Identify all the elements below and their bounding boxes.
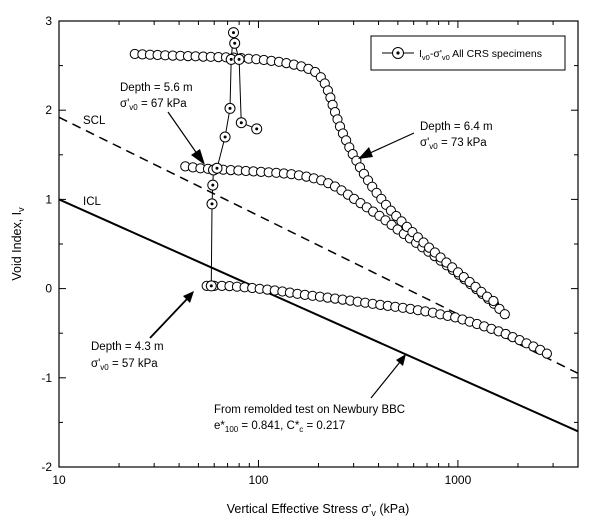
x-tick-label: 100 — [248, 473, 268, 487]
axis-ticks — [58, 20, 579, 468]
annotation-remolded-arrowhead — [396, 354, 406, 366]
y-tick-label: 2 — [45, 103, 52, 117]
specimen-point-dot — [209, 284, 213, 288]
annotation-depth-6-4-line2: σ'v0 = 73 kPa — [420, 137, 487, 151]
y-tick-label: 0 — [45, 282, 52, 296]
curve-point — [488, 295, 499, 307]
x-tick-label: 1000 — [445, 473, 472, 487]
annotation-depth-6-4-arrow — [369, 132, 415, 154]
legend: Iv0-σ'v0 All CRS specimens — [370, 35, 566, 71]
legend-marker-dot — [396, 51, 400, 55]
specimen-link — [238, 59, 242, 123]
x-tick-label: 10 — [52, 473, 66, 487]
specimen-point-dot — [223, 135, 227, 139]
annotation-remolded-line1: From remolded test on Newbury BBC — [214, 404, 405, 416]
curve-point — [541, 348, 553, 359]
scl-label: SCL — [83, 115, 106, 127]
y-tick-label: -2 — [41, 460, 52, 474]
annotation-depth-4-3-line2: σ'v0 = 57 kPa — [91, 358, 158, 372]
specimen-point-dot — [229, 57, 233, 61]
annotation-depth-5-6: Depth = 5.6 m σ'v0 = 67 kPa — [120, 82, 205, 165]
annotation-depth-4-3-arrow — [149, 298, 188, 339]
curve-line-1 — [185, 165, 510, 319]
annotation-depth-6-4: Depth = 6.4 m σ'v0 = 73 kPa — [358, 121, 493, 159]
annotation-depth-5-6-line1: Depth = 5.6 m — [120, 82, 193, 94]
consolidation-curves — [129, 48, 553, 359]
annotation-depth-6-4-arrowhead — [358, 147, 373, 159]
annotation-depth-4-3-line1: Depth = 4.3 m — [91, 341, 164, 353]
y-tick-label: 1 — [45, 192, 52, 206]
specimen-link — [229, 59, 232, 109]
annotation-depth-5-6-arrow — [167, 111, 201, 159]
specimen-point-dot — [237, 57, 241, 61]
y-tick-label: -1 — [41, 371, 52, 385]
annotation-depth-5-6-arrowhead — [191, 149, 205, 165]
legend-label: Iv0-σ'v0 All CRS specimens — [419, 48, 542, 62]
specimen-point-dot — [233, 41, 237, 45]
specimen-point-dot — [239, 121, 243, 125]
annotation-remolded-arrow — [370, 361, 401, 399]
icl-label: ICL — [83, 196, 102, 208]
specimen-point-dot — [232, 31, 235, 35]
specimen-point-dot — [210, 202, 214, 206]
annotation-depth-6-4-line1: Depth = 6.4 m — [420, 121, 493, 133]
annotation-depth-4-3: Depth = 4.3 m σ'v0 = 57 kPa — [91, 291, 194, 372]
reference-line-icl — [59, 198, 578, 433]
curve-point — [499, 309, 510, 320]
tick-labels: 10 100 1000 -2 -1 0 1 2 3 — [41, 14, 471, 487]
specimen-point-dot — [228, 106, 232, 110]
specimen-link — [210, 203, 213, 286]
y-axis-title: Void Index, Iv — [10, 207, 26, 281]
curve-line-0 — [206, 285, 548, 355]
specimen-point-dot — [215, 166, 219, 170]
reference-lines — [59, 116, 578, 433]
specimen-markers — [205, 27, 263, 292]
annotation-remolded: From remolded test on Newbury BBC e*100 … — [214, 354, 406, 434]
annotation-depth-5-6-line2: σ'v0 = 67 kPa — [120, 98, 187, 112]
y-tick-label: 3 — [45, 14, 52, 28]
annotation-depth-4-3-arrowhead — [183, 291, 194, 303]
annotation-remolded-line2: e*100 = 0.841, C*c = 0.217 — [214, 420, 345, 434]
specimen-point-dot — [255, 127, 259, 131]
x-axis-title: Vertical Effective Stress σ'v (kPa) — [227, 502, 410, 518]
specimen-point-dot — [211, 183, 215, 187]
